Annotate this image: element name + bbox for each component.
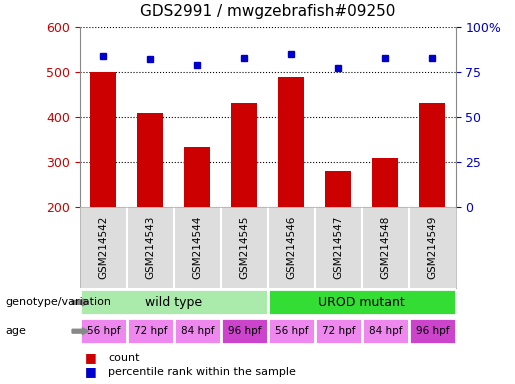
Bar <box>127 318 174 344</box>
Bar <box>279 76 304 207</box>
Bar <box>268 318 315 344</box>
Text: GSM214547: GSM214547 <box>333 216 344 280</box>
Text: GSM214549: GSM214549 <box>427 216 437 280</box>
Text: 56 hpf: 56 hpf <box>274 326 308 336</box>
Bar <box>184 147 210 207</box>
Text: 96 hpf: 96 hpf <box>228 326 261 336</box>
Text: GDS2991 / mwgzebrafish#09250: GDS2991 / mwgzebrafish#09250 <box>140 4 396 19</box>
Text: 84 hpf: 84 hpf <box>181 326 214 336</box>
Bar <box>221 318 268 344</box>
Bar <box>419 103 445 207</box>
Text: GSM214543: GSM214543 <box>145 216 156 280</box>
Text: age: age <box>5 326 26 336</box>
Text: wild type: wild type <box>145 296 202 309</box>
Text: 56 hpf: 56 hpf <box>87 326 120 336</box>
Bar <box>372 158 398 207</box>
Bar <box>231 103 257 207</box>
Bar <box>315 318 362 344</box>
Bar <box>409 318 456 344</box>
Text: GSM214548: GSM214548 <box>380 216 390 280</box>
Bar <box>362 318 409 344</box>
Text: GSM214545: GSM214545 <box>239 216 249 280</box>
Text: 96 hpf: 96 hpf <box>416 326 449 336</box>
Text: UROD mutant: UROD mutant <box>318 296 405 309</box>
Bar <box>268 290 456 315</box>
Text: 72 hpf: 72 hpf <box>321 326 355 336</box>
Bar <box>174 318 221 344</box>
Text: percentile rank within the sample: percentile rank within the sample <box>108 366 296 377</box>
Text: 84 hpf: 84 hpf <box>369 326 402 336</box>
Text: count: count <box>108 353 140 363</box>
Text: ■: ■ <box>85 365 97 378</box>
Bar <box>91 72 116 207</box>
Bar <box>80 318 127 344</box>
Text: GSM214546: GSM214546 <box>286 216 296 280</box>
Bar <box>325 171 351 207</box>
Text: 72 hpf: 72 hpf <box>133 326 167 336</box>
Text: genotype/variation: genotype/variation <box>5 297 111 308</box>
Bar <box>138 113 163 207</box>
Text: GSM214542: GSM214542 <box>98 216 108 280</box>
Text: ■: ■ <box>85 351 97 364</box>
Text: GSM214544: GSM214544 <box>192 216 202 280</box>
Bar <box>80 290 268 315</box>
